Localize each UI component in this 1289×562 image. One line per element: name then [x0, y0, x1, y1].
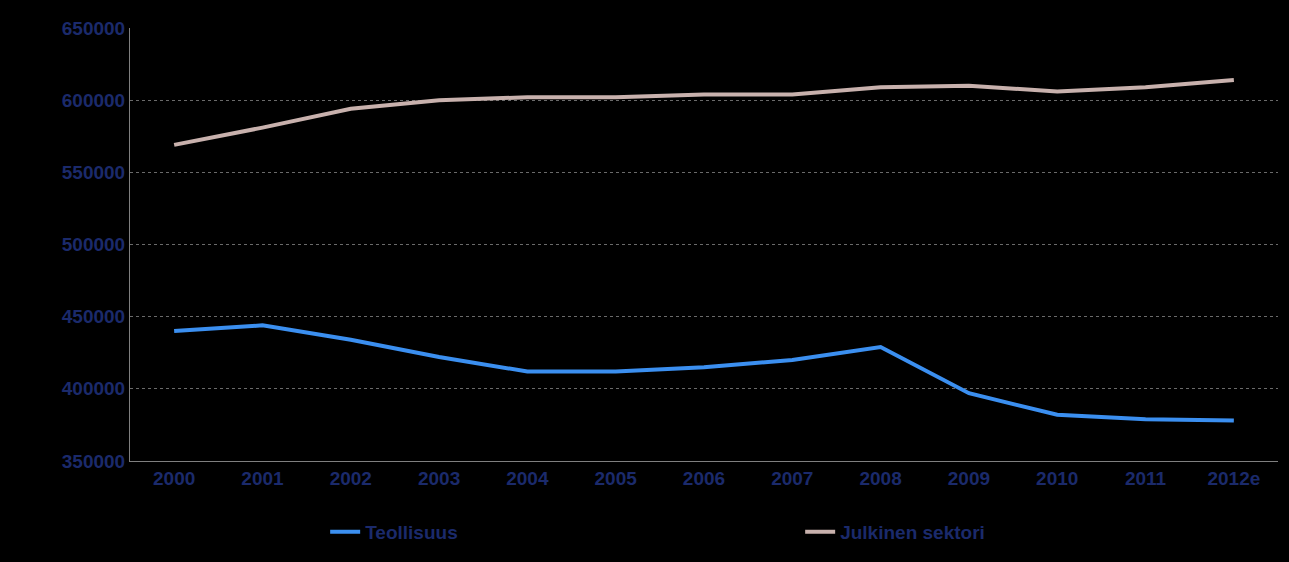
svg-text:350000: 350000 — [62, 451, 125, 472]
svg-text:550000: 550000 — [62, 162, 125, 183]
svg-text:450000: 450000 — [62, 306, 125, 327]
svg-text:2001: 2001 — [241, 468, 284, 489]
svg-text:600000: 600000 — [62, 90, 125, 111]
svg-text:2010: 2010 — [1036, 468, 1078, 489]
svg-text:2003: 2003 — [418, 468, 460, 489]
svg-text:2002: 2002 — [330, 468, 372, 489]
svg-text:2007: 2007 — [771, 468, 813, 489]
svg-text:2005: 2005 — [595, 468, 638, 489]
svg-text:2011: 2011 — [1125, 468, 1167, 489]
svg-text:400000: 400000 — [62, 378, 125, 399]
svg-text:2004: 2004 — [506, 468, 549, 489]
svg-text:2000: 2000 — [153, 468, 195, 489]
svg-text:2012e: 2012e — [1207, 468, 1260, 489]
svg-text:2006: 2006 — [683, 468, 725, 489]
svg-text:500000: 500000 — [62, 234, 125, 255]
svg-text:2008: 2008 — [859, 468, 901, 489]
svg-text:2009: 2009 — [948, 468, 990, 489]
svg-text:Julkinen sektori: Julkinen sektori — [840, 522, 985, 543]
svg-text:650000: 650000 — [62, 18, 125, 39]
svg-text:Teollisuus: Teollisuus — [365, 522, 458, 543]
